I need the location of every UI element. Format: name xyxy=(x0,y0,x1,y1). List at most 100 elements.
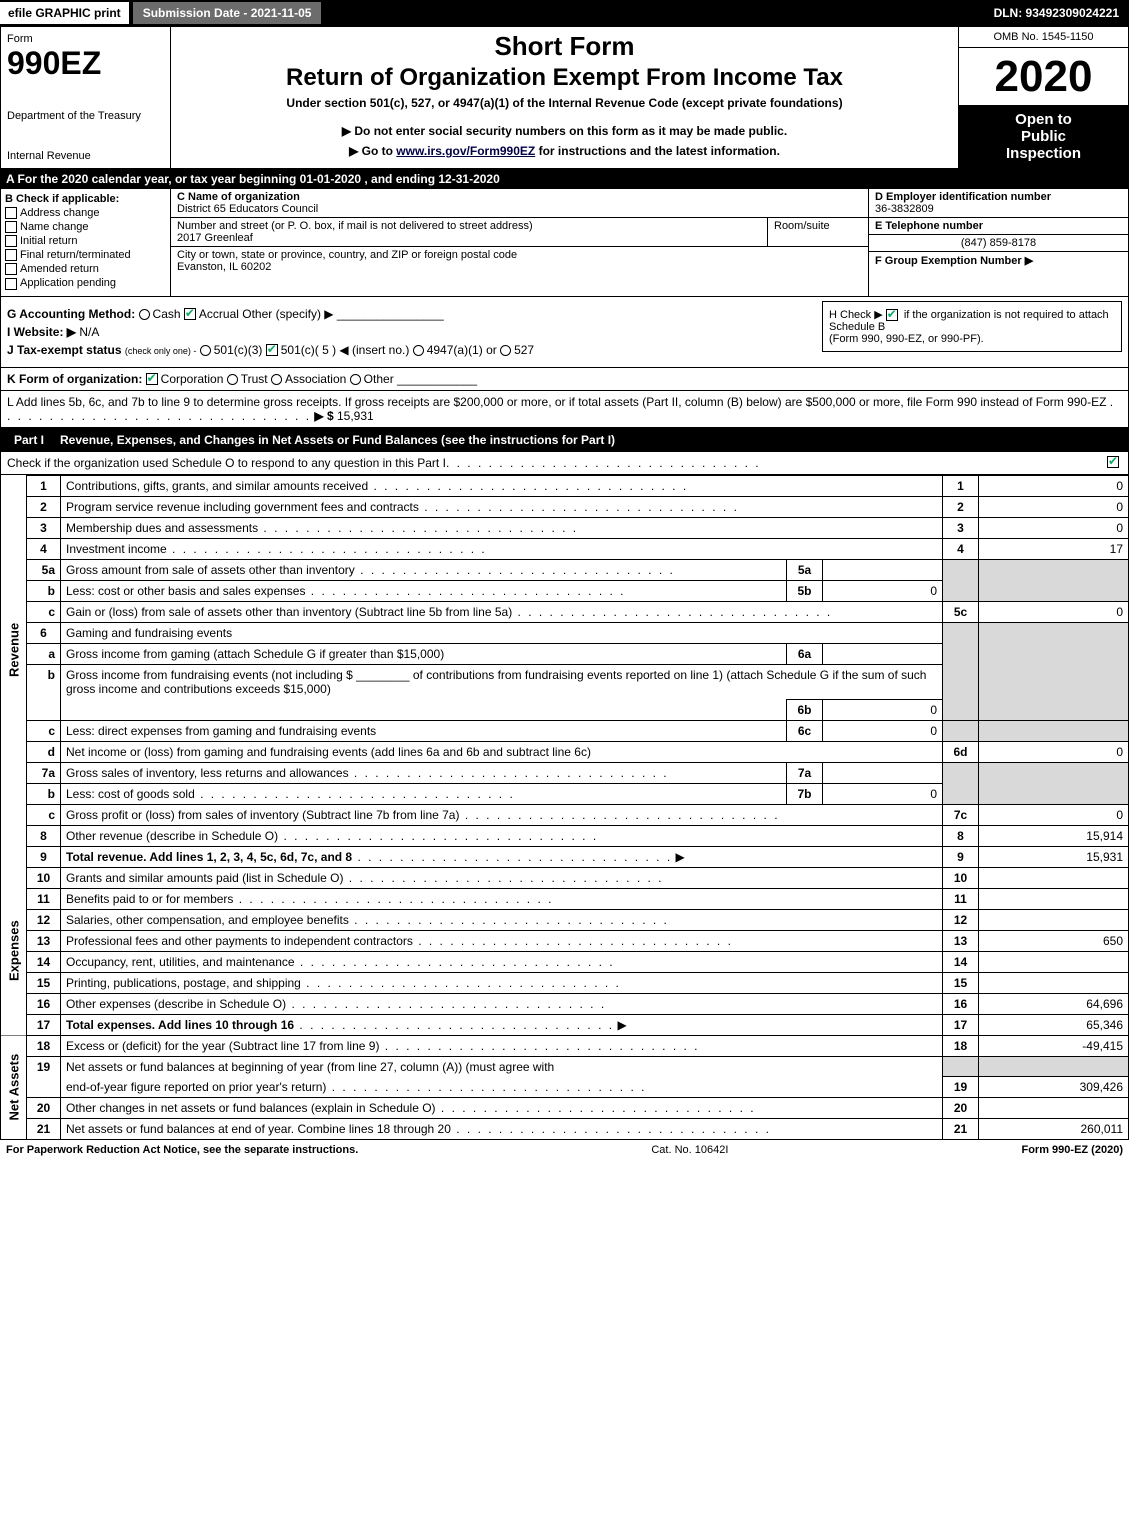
dept-irs: Internal Revenue xyxy=(7,150,164,162)
radio-4947[interactable] xyxy=(413,345,424,356)
check-schedule-o[interactable] xyxy=(1107,456,1119,468)
desc-13: Professional fees and other payments to … xyxy=(66,934,413,948)
check-initial-return[interactable] xyxy=(5,235,17,247)
ln-7b: b xyxy=(27,783,61,804)
header-right: OMB No. 1545-1150 2020 Open to Public In… xyxy=(958,27,1128,168)
ln-16: 16 xyxy=(27,993,61,1014)
ln-17: 17 xyxy=(27,1014,61,1035)
check-501c[interactable] xyxy=(266,344,278,356)
ln-11: 11 xyxy=(27,888,61,909)
ln-15: 15 xyxy=(27,972,61,993)
desc-19-1: Net assets or fund balances at beginning… xyxy=(66,1060,554,1074)
desc-10: Grants and similar amounts paid (list in… xyxy=(66,871,343,885)
city-label: City or town, state or province, country… xyxy=(177,249,517,261)
org-name: District 65 Educators Council xyxy=(177,203,318,215)
radio-other[interactable] xyxy=(350,374,361,385)
g-other: Other (specify) ▶ xyxy=(242,307,333,321)
val-17: 65,346 xyxy=(979,1014,1129,1035)
radio-527[interactable] xyxy=(500,345,511,356)
g-label: G Accounting Method: xyxy=(7,307,135,321)
page-footer: For Paperwork Reduction Act Notice, see … xyxy=(0,1140,1129,1160)
footer-right-pre: Form xyxy=(1021,1144,1052,1156)
grey-6 xyxy=(943,622,979,720)
check-corporation[interactable] xyxy=(146,373,158,385)
b-label: B Check if applicable: xyxy=(5,193,119,205)
radio-assoc[interactable] xyxy=(271,374,282,385)
ln-7a: 7a xyxy=(27,762,61,783)
check-h-not-required[interactable] xyxy=(886,309,898,321)
c-label: C Name of organization xyxy=(177,191,300,203)
k-row: K Form of organization: Corporation Trus… xyxy=(0,368,1129,391)
dept-treasury: Department of the Treasury xyxy=(7,110,164,122)
desc-3: Membership dues and assessments xyxy=(66,521,258,535)
check-final-return[interactable] xyxy=(5,249,17,261)
ln-12: 12 xyxy=(27,909,61,930)
mval-6a xyxy=(823,643,943,664)
check-address-change[interactable] xyxy=(5,207,17,219)
ssn-warning: ▶ Do not enter social security numbers o… xyxy=(179,124,950,138)
desc-7a: Gross sales of inventory, less returns a… xyxy=(66,766,349,780)
mval-5a xyxy=(823,559,943,580)
check-name-change[interactable] xyxy=(5,221,17,233)
ln-21: 21 xyxy=(27,1119,61,1140)
mval-7a xyxy=(823,762,943,783)
radio-trust[interactable] xyxy=(227,374,238,385)
mval-6c: 0 xyxy=(823,720,943,741)
opt-pending: Application pending xyxy=(20,277,116,289)
val-18: -49,415 xyxy=(979,1035,1129,1056)
grey-5 xyxy=(943,559,979,601)
check-amended-return[interactable] xyxy=(5,263,17,275)
desc-16: Other expenses (describe in Schedule O) xyxy=(66,997,286,1011)
l-arrow: ▶ $ xyxy=(314,409,337,423)
box-def: D Employer identification number 36-3832… xyxy=(868,189,1128,296)
val-6d: 0 xyxy=(979,741,1129,762)
check-accrual[interactable] xyxy=(184,308,196,320)
ln-8: 8 xyxy=(27,825,61,846)
ln-3: 3 xyxy=(27,517,61,538)
coln-11: 11 xyxy=(943,888,979,909)
f-label: F Group Exemption Number ▶ xyxy=(875,255,1033,267)
ln-6a: a xyxy=(27,643,61,664)
mln-6b: 6b xyxy=(787,699,823,720)
val-15 xyxy=(979,972,1129,993)
check-app-pending[interactable] xyxy=(5,278,17,290)
ln-5a: 5a xyxy=(27,559,61,580)
desc-6d: Net income or (loss) from gaming and fun… xyxy=(66,745,591,759)
footer-mid: Cat. No. 10642I xyxy=(651,1144,728,1156)
radio-cash[interactable] xyxy=(139,309,150,320)
part1-label: Part I xyxy=(6,431,52,449)
grey-5v xyxy=(979,559,1129,601)
i-value: N/A xyxy=(79,325,99,339)
val-13: 650 xyxy=(979,930,1129,951)
h-box: H Check ▶ if the organization is not req… xyxy=(822,301,1122,352)
mval-6b: 0 xyxy=(823,699,943,720)
goto-pre: ▶ Go to xyxy=(349,144,396,158)
opt-address: Address change xyxy=(20,207,100,219)
mval-5b: 0 xyxy=(823,580,943,601)
header-center: Short Form Return of Organization Exempt… xyxy=(171,27,958,168)
desc-12: Salaries, other compensation, and employ… xyxy=(66,913,349,927)
radio-501c3[interactable] xyxy=(200,345,211,356)
room-label: Room/suite xyxy=(774,220,830,232)
box-bcdef: B Check if applicable: Address change Na… xyxy=(0,189,1129,297)
val-2: 0 xyxy=(979,496,1129,517)
revenue-side-label: Revenue xyxy=(1,475,27,825)
opt-initial: Initial return xyxy=(20,235,77,247)
desc-6c: Less: direct expenses from gaming and fu… xyxy=(66,724,376,738)
open-line2: Public xyxy=(965,128,1122,145)
ln-5b: b xyxy=(27,580,61,601)
part1-subtitle: Check if the organization used Schedule … xyxy=(7,456,446,470)
part1-title: Revenue, Expenses, and Changes in Net As… xyxy=(60,433,615,447)
desc-21: Net assets or fund balances at end of ye… xyxy=(66,1122,451,1136)
form-word: Form xyxy=(7,33,164,45)
desc-6a: Gross income from gaming (attach Schedul… xyxy=(66,647,444,661)
goto-link[interactable]: www.irs.gov/Form990EZ xyxy=(396,144,535,158)
val-12 xyxy=(979,909,1129,930)
mln-6a: 6a xyxy=(787,643,823,664)
grey-6c xyxy=(943,720,979,741)
mln-6c: 6c xyxy=(787,720,823,741)
city-row: City or town, state or province, country… xyxy=(171,247,868,275)
j-501c3: 501(c)(3) xyxy=(214,343,263,357)
box-b-checks: B Check if applicable: Address change Na… xyxy=(1,189,171,296)
expenses-side-label: Expenses xyxy=(1,867,27,1035)
